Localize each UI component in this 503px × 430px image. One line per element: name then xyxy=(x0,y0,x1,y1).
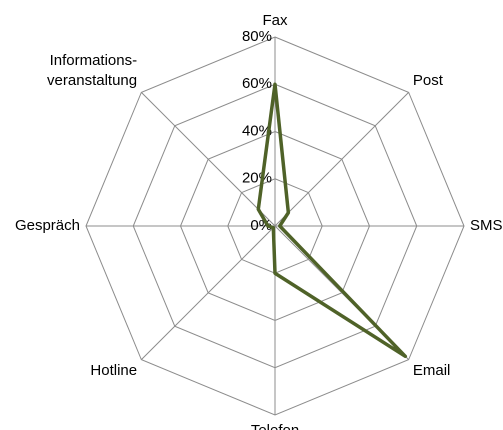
tick-label: 60% xyxy=(242,75,272,92)
series-line xyxy=(256,82,408,359)
category-label: Gespräch xyxy=(15,217,80,234)
category-label-line: veranstaltung xyxy=(47,72,137,89)
tick-label: 80% xyxy=(242,28,272,45)
tick-label: 20% xyxy=(242,170,272,187)
category-label: Informations-veranstaltung xyxy=(47,52,137,89)
spoke xyxy=(141,225,276,360)
category-label: Fax xyxy=(262,12,288,29)
spoke xyxy=(274,92,409,227)
category-label: Email xyxy=(413,362,451,379)
category-label: Hotline xyxy=(90,362,137,379)
category-label-line: Informations- xyxy=(50,52,138,69)
spoke xyxy=(141,92,276,227)
category-label: SMS xyxy=(470,217,503,234)
category-label: Telefon xyxy=(251,422,299,430)
tick-label: 40% xyxy=(242,122,272,139)
category-label: Post xyxy=(413,72,444,89)
